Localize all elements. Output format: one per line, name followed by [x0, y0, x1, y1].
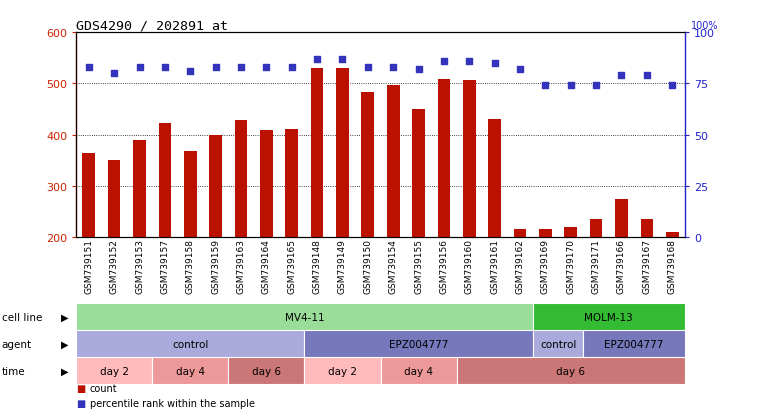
- Point: [438, 58, 450, 65]
- Point: [83, 64, 95, 71]
- Point: [159, 64, 171, 71]
- Text: day 6: day 6: [556, 366, 585, 376]
- Point: [184, 69, 196, 75]
- Text: day 4: day 4: [176, 366, 205, 376]
- Text: ■: ■: [76, 398, 85, 408]
- Bar: [565, 227, 577, 237]
- Text: 100%: 100%: [691, 21, 718, 31]
- Text: EPZ004777: EPZ004777: [389, 339, 448, 349]
- Bar: [304, 357, 380, 384]
- Point: [590, 83, 602, 90]
- Point: [108, 71, 120, 77]
- Bar: [463, 81, 476, 237]
- Bar: [584, 330, 685, 357]
- Text: percentile rank within the sample: percentile rank within the sample: [90, 398, 255, 408]
- Point: [209, 64, 221, 71]
- Bar: [666, 233, 679, 237]
- Point: [489, 60, 501, 67]
- Text: ■: ■: [76, 383, 85, 393]
- Point: [133, 64, 145, 71]
- Bar: [412, 110, 425, 237]
- Point: [514, 66, 526, 73]
- Point: [666, 83, 678, 90]
- Bar: [533, 330, 584, 357]
- Text: EPZ004777: EPZ004777: [604, 339, 664, 349]
- Point: [387, 64, 400, 71]
- Bar: [209, 135, 222, 237]
- Bar: [514, 230, 527, 237]
- Bar: [489, 120, 501, 237]
- Bar: [361, 93, 374, 237]
- Bar: [158, 124, 171, 237]
- Bar: [285, 130, 298, 237]
- Bar: [533, 304, 685, 330]
- Bar: [336, 69, 349, 237]
- Point: [540, 83, 552, 90]
- Point: [565, 83, 577, 90]
- Bar: [228, 357, 304, 384]
- Bar: [387, 85, 400, 237]
- Text: ▶: ▶: [61, 339, 68, 349]
- Text: control: control: [540, 339, 576, 349]
- Text: time: time: [2, 366, 25, 376]
- Text: MV4-11: MV4-11: [285, 312, 324, 322]
- Point: [336, 56, 349, 63]
- Point: [311, 56, 323, 63]
- Bar: [184, 152, 196, 237]
- Bar: [108, 161, 120, 237]
- Text: control: control: [172, 339, 209, 349]
- Bar: [615, 199, 628, 237]
- Point: [616, 73, 628, 79]
- Bar: [310, 69, 323, 237]
- Text: ▶: ▶: [61, 366, 68, 376]
- Text: agent: agent: [2, 339, 32, 349]
- Bar: [133, 140, 146, 237]
- Bar: [82, 153, 95, 237]
- Bar: [152, 357, 228, 384]
- Bar: [539, 230, 552, 237]
- Bar: [76, 330, 304, 357]
- Bar: [457, 357, 685, 384]
- Text: day 6: day 6: [252, 366, 281, 376]
- Text: day 2: day 2: [100, 366, 129, 376]
- Bar: [234, 121, 247, 237]
- Bar: [304, 330, 533, 357]
- Bar: [438, 80, 451, 237]
- Point: [463, 58, 476, 65]
- Text: count: count: [90, 383, 117, 393]
- Point: [260, 64, 272, 71]
- Point: [235, 64, 247, 71]
- Text: cell line: cell line: [2, 312, 42, 322]
- Bar: [76, 304, 533, 330]
- Bar: [380, 357, 457, 384]
- Point: [285, 64, 298, 71]
- Point: [361, 64, 374, 71]
- Point: [641, 73, 653, 79]
- Point: [412, 66, 425, 73]
- Bar: [76, 357, 152, 384]
- Bar: [590, 220, 603, 237]
- Text: day 2: day 2: [328, 366, 357, 376]
- Text: day 4: day 4: [404, 366, 433, 376]
- Text: MOLM-13: MOLM-13: [584, 312, 633, 322]
- Bar: [260, 131, 272, 237]
- Bar: [641, 220, 653, 237]
- Text: GDS4290 / 202891_at: GDS4290 / 202891_at: [76, 19, 228, 32]
- Text: ▶: ▶: [61, 312, 68, 322]
